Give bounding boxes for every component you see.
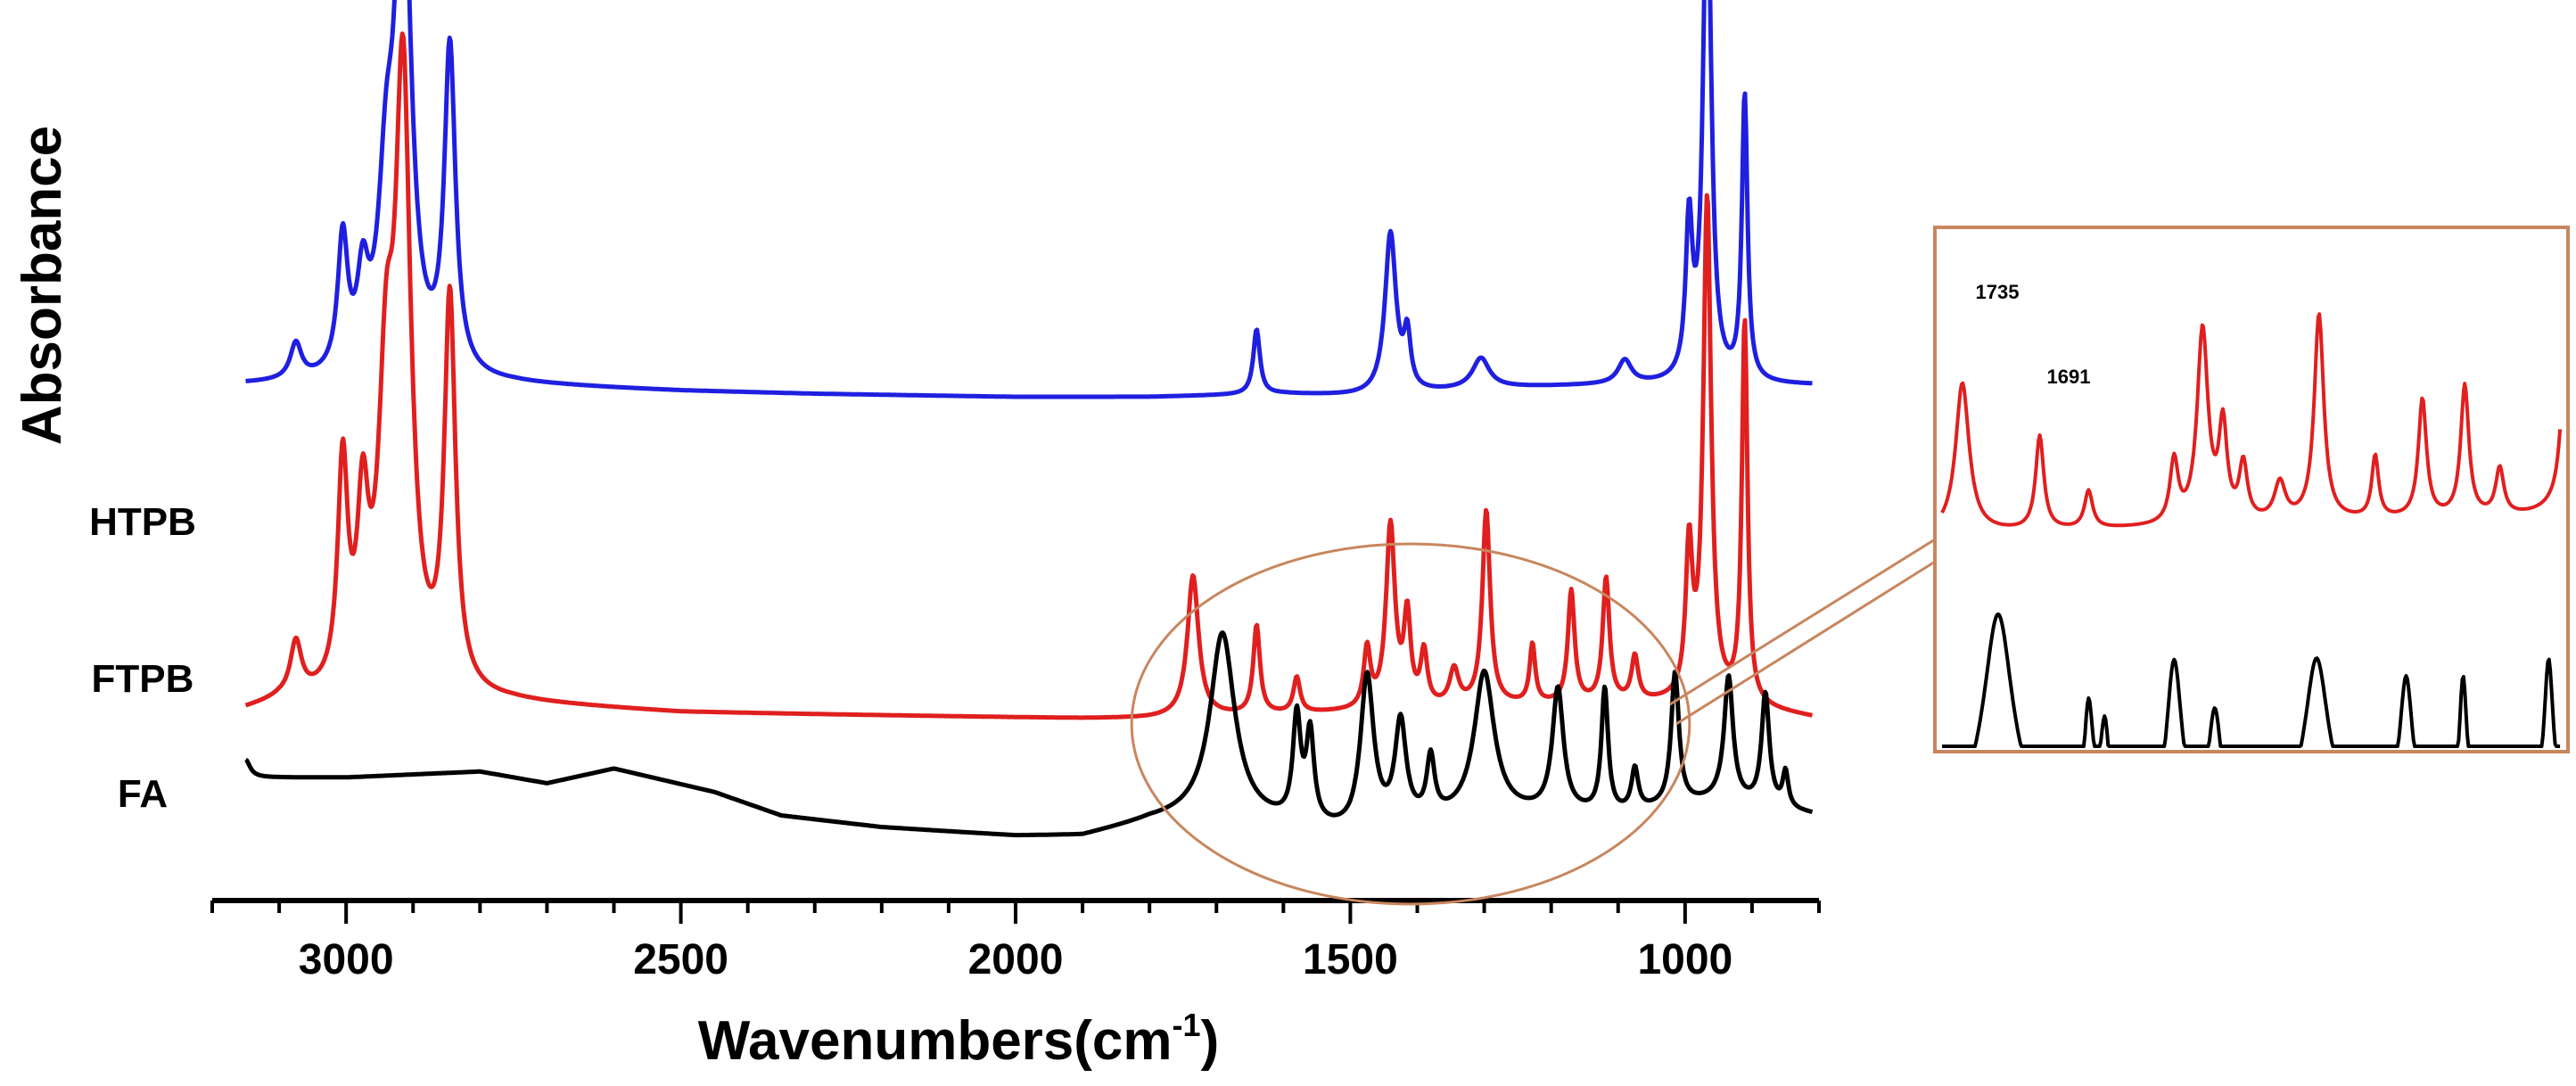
x-axis-title-close: ) <box>1201 1010 1220 1072</box>
series-label-ftpb: FTPB <box>92 657 194 701</box>
inset-series-line-fa <box>1941 612 2561 748</box>
inset-peak-label: 1691 <box>2047 366 2091 388</box>
series-group <box>244 0 1814 838</box>
x-tick-label: 1000 <box>1637 936 1732 983</box>
zoom-ellipse <box>1130 542 1691 906</box>
x-tick-label: 3000 <box>299 936 394 983</box>
highlight-ellipse-group <box>1130 542 1691 906</box>
inset-connector-bottom <box>1675 560 1936 726</box>
x-axis-title-superscript: -1 <box>1173 1007 1201 1043</box>
x-axis-title: Wavenumbers(cm-1) <box>698 1007 1219 1072</box>
inset-frame <box>1933 226 2570 753</box>
inset-series-line-ftpb <box>1940 312 2563 528</box>
inset-peak-label: 1735 <box>1976 281 2020 303</box>
x-axis-title-main: Wavenumbers(cm <box>698 1010 1173 1072</box>
series-line-ftpb <box>244 31 1814 720</box>
series-label-htpb: HTPB <box>89 500 196 544</box>
series-line-htpb <box>244 0 1814 399</box>
x-axis: 3000 2500 2000 1500 1000 <box>210 898 1821 983</box>
series-labels: HTPB FTPB FA <box>89 500 196 816</box>
series-label-fa: FA <box>118 772 168 816</box>
inset-panel: 1735 1691 <box>1669 226 2570 753</box>
series-line-fa <box>244 630 1814 838</box>
x-tick-label: 1500 <box>1303 936 1398 983</box>
y-axis-title: Absorbance <box>12 126 73 445</box>
x-tick-label: 2000 <box>968 936 1064 983</box>
x-tick-label: 2500 <box>633 936 728 983</box>
inset-connector-top <box>1669 538 1936 706</box>
